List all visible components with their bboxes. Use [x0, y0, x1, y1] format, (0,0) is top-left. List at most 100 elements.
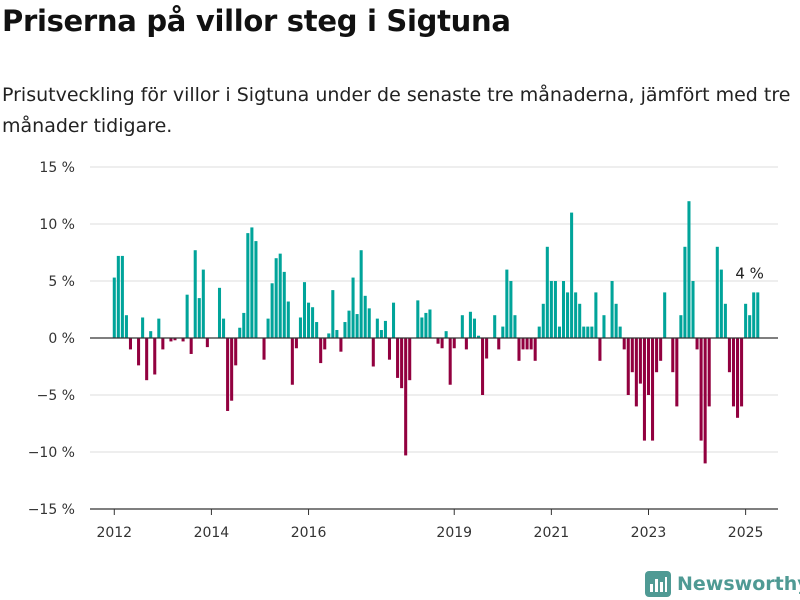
- bar: [327, 333, 331, 338]
- bar: [440, 338, 444, 349]
- bar: [744, 303, 748, 338]
- bar: [424, 312, 428, 338]
- bar: [675, 338, 679, 407]
- bar: [505, 269, 509, 338]
- bar: [671, 338, 675, 373]
- bar: [234, 338, 238, 366]
- bars: [112, 201, 760, 464]
- bar: [112, 277, 116, 338]
- y-axis: 15 % 10 % 5 % 0 % −5 % −10 % −15 %: [28, 160, 75, 518]
- bar: [242, 312, 246, 338]
- bar: [634, 338, 638, 407]
- bar: [727, 338, 731, 373]
- bar: [719, 269, 723, 338]
- bar: [695, 338, 699, 350]
- bar: [566, 292, 570, 338]
- bar: [517, 338, 521, 361]
- bar: [485, 338, 489, 359]
- bar: [404, 338, 408, 456]
- bar: [723, 303, 727, 338]
- bar: [703, 338, 707, 464]
- bar: [290, 338, 294, 385]
- bar: [687, 201, 691, 338]
- bar: [481, 338, 485, 395]
- bar: [238, 327, 242, 338]
- bar: [444, 331, 448, 338]
- bar: [545, 246, 549, 338]
- bar: [513, 315, 517, 338]
- bar: [638, 338, 642, 384]
- bar: [428, 309, 432, 338]
- bar: [541, 303, 545, 338]
- latest-value-label: 4 %: [735, 264, 764, 282]
- bar: [193, 250, 197, 338]
- bar: [525, 338, 529, 350]
- bar: [529, 338, 533, 350]
- bar: [323, 338, 327, 350]
- y-tick-label: 0 %: [48, 331, 75, 347]
- bar: [315, 322, 319, 338]
- bar: [307, 302, 311, 338]
- y-tick-label: 5 %: [48, 274, 75, 290]
- y-tick-label: 15 %: [39, 160, 75, 176]
- bar: [570, 212, 574, 338]
- bar: [561, 281, 566, 338]
- bar: [157, 318, 161, 338]
- bar: [655, 338, 659, 373]
- x-tick-label: 2019: [436, 525, 472, 541]
- bar: [537, 326, 541, 338]
- bar: [622, 338, 626, 350]
- bar: [521, 338, 525, 350]
- bar: [153, 338, 157, 375]
- bar: [679, 315, 683, 338]
- bar: [185, 294, 189, 338]
- bar: [120, 255, 124, 338]
- bar: [383, 320, 387, 338]
- bar: [137, 338, 141, 366]
- bar: [646, 338, 651, 395]
- bar: [173, 338, 177, 341]
- bar: [387, 338, 392, 360]
- bar: [420, 317, 424, 338]
- bar: [355, 314, 359, 338]
- bar: [116, 255, 120, 338]
- bar: [379, 330, 383, 338]
- bar: [614, 303, 618, 338]
- bar: [217, 287, 222, 338]
- bar: [468, 311, 472, 338]
- bar: [630, 338, 634, 373]
- bar: [590, 326, 594, 338]
- bar: [294, 338, 298, 349]
- bar: [145, 338, 149, 381]
- page-title: Priserna på villor steg i Sigtuna: [2, 4, 511, 38]
- bar: [270, 283, 274, 338]
- bar: [250, 227, 254, 338]
- x-axis: 2012 2014 2016 2019 2021 2023 2025: [90, 508, 778, 541]
- x-tick-label: 2021: [534, 525, 570, 541]
- bar: [602, 315, 606, 338]
- bar: [416, 300, 420, 338]
- bar: [181, 338, 185, 342]
- bar-chart-logo-icon: [645, 571, 671, 597]
- bar: [161, 338, 165, 350]
- bar: [663, 292, 667, 338]
- bar: [222, 318, 226, 338]
- bar: [124, 315, 128, 338]
- bar: [351, 277, 355, 338]
- bar: [201, 269, 205, 338]
- bar: [230, 338, 234, 401]
- y-tick-label: −15 %: [28, 502, 75, 518]
- bar: [339, 338, 343, 352]
- bar: [476, 335, 481, 338]
- bar: [335, 330, 339, 338]
- bar: [286, 301, 290, 338]
- bar: [367, 308, 371, 338]
- bar: [586, 326, 590, 338]
- bar: [392, 302, 396, 338]
- bar: [626, 338, 630, 395]
- bar: [736, 338, 740, 418]
- bar: [731, 338, 736, 407]
- bar: [363, 295, 367, 338]
- bar: [169, 338, 173, 342]
